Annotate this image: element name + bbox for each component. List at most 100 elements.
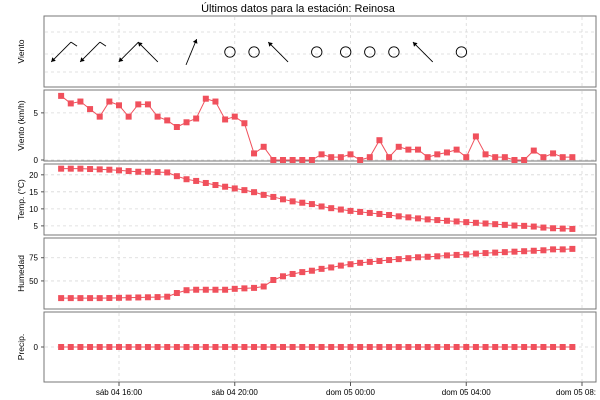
calm-circle-icon: [455, 46, 468, 58]
wind-arrow-icon: SW: [50, 41, 78, 63]
wind-arrow-icon: NW: [137, 41, 159, 63]
data-point: [231, 285, 238, 292]
data-point: [77, 344, 84, 350]
data-point: [144, 168, 151, 175]
data-point: [540, 344, 547, 350]
data-point: [135, 101, 142, 108]
data-point: [569, 344, 576, 350]
y-tick-label: 10: [29, 205, 38, 214]
y-tick-label: 5: [34, 109, 39, 118]
calm-circle-icon: [388, 46, 400, 58]
data-point: [337, 262, 344, 269]
data-point: [472, 250, 479, 257]
data-point: [125, 344, 132, 350]
data-point: [318, 151, 325, 158]
data-point: [318, 265, 325, 272]
data-point: [58, 92, 65, 99]
data-point: [550, 225, 557, 232]
data-point: [511, 248, 518, 255]
x-tick-label: sáb 04 20:00: [212, 388, 259, 397]
data-point: [540, 154, 547, 161]
wind-arrow-head: [268, 42, 273, 47]
data-point: [415, 344, 422, 350]
data-point: [299, 199, 306, 206]
wind-arrow-head: [118, 57, 124, 62]
data-point: [482, 220, 489, 227]
data-point: [366, 344, 373, 350]
data-point: [492, 221, 499, 228]
data-point: [405, 344, 412, 350]
data-point: [308, 157, 315, 163]
panel-temperatura: Temp. (°C) 5 10 15 20: [16, 163, 597, 236]
data-point: [328, 205, 335, 212]
data-point: [164, 344, 171, 350]
data-point: [443, 217, 450, 224]
data-point: [395, 256, 402, 263]
wind-arrow-head: [138, 42, 143, 47]
data-point: [550, 344, 557, 350]
data-point: [328, 264, 335, 271]
data-point: [58, 165, 65, 172]
y-axis-label: Viento (km/h): [16, 100, 26, 151]
data-point: [260, 143, 267, 150]
data-point: [511, 157, 518, 163]
data-point: [299, 344, 306, 350]
y-tick-label: 15: [29, 188, 38, 197]
data-point: [193, 286, 200, 293]
data-point: [530, 147, 537, 154]
data-point: [530, 223, 537, 230]
data-point: [415, 146, 422, 153]
data-point: [154, 344, 161, 350]
data-point: [530, 344, 537, 350]
wind-arrow-barb: [70, 41, 78, 47]
data-point: [521, 222, 528, 229]
wind-arrow-shaft: [185, 38, 198, 66]
data-point: [116, 294, 122, 301]
data-point: [289, 157, 296, 163]
data-point: [289, 270, 296, 277]
data-point: [251, 189, 258, 196]
wind-arrow-head: [80, 57, 85, 62]
data-point: [318, 344, 325, 350]
data-point: [472, 133, 479, 140]
data-point: [125, 168, 132, 175]
calm-circle-icon: [311, 46, 323, 58]
data-point: [202, 95, 209, 102]
panel-precipitacion: Precip. 0: [16, 311, 597, 383]
data-point: [299, 269, 306, 276]
data-point: [241, 285, 248, 292]
data-point: [453, 344, 460, 350]
data-point: [116, 102, 122, 109]
data-point: [434, 151, 441, 158]
data-point: [559, 154, 566, 161]
data-point: [96, 344, 103, 350]
data-point: [463, 154, 470, 161]
data-point: [366, 258, 373, 265]
data-point: [193, 115, 200, 122]
calm-circle-icon: [364, 46, 376, 58]
wind-arrow-icon: SW: [79, 41, 107, 63]
panel-frame: [43, 15, 597, 88]
data-point: [337, 344, 344, 350]
data-point: [569, 154, 576, 161]
data-point: [443, 252, 450, 259]
data-point: [357, 259, 364, 266]
data-point: [308, 344, 315, 350]
data-point: [386, 344, 393, 350]
wind-arrow-icon: NNE: [185, 38, 198, 66]
data-point: [521, 157, 528, 163]
data-point: [251, 150, 258, 157]
data-point: [154, 169, 161, 176]
panel-viento-vel: Viento (km/h) 0 5: [16, 89, 597, 165]
data-point: [202, 344, 209, 350]
data-point: [67, 165, 74, 172]
data-point: [357, 344, 364, 350]
data-point: [405, 146, 412, 153]
data-point: [482, 151, 489, 158]
data-point: [125, 294, 132, 301]
data-point: [347, 344, 354, 350]
data-point: [251, 344, 258, 350]
y-tick-label: 75: [29, 254, 38, 263]
data-point: [231, 344, 238, 350]
data-point: [183, 176, 190, 183]
